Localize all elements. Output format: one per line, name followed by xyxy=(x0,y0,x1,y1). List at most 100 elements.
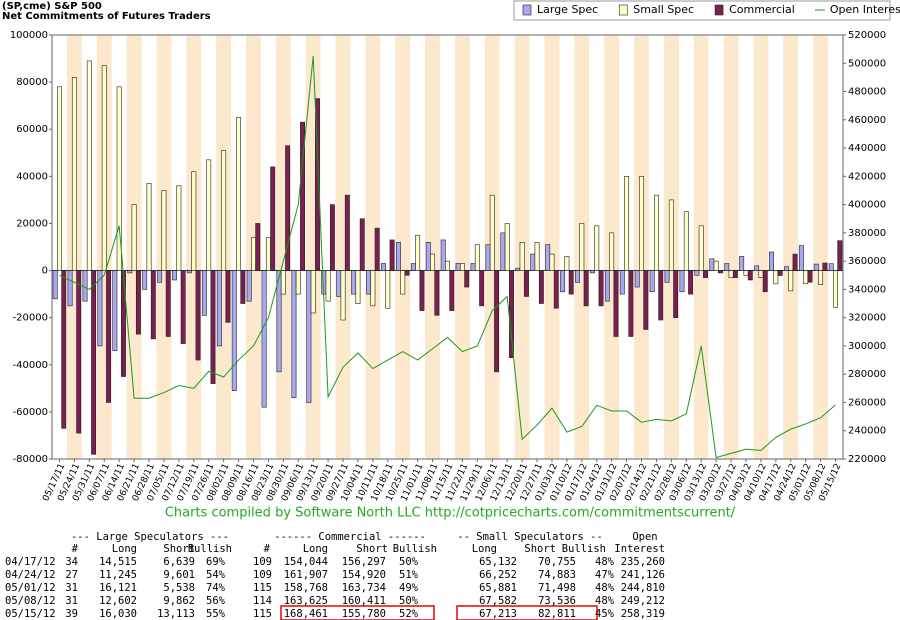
bar xyxy=(713,260,719,271)
table-cell: 115 xyxy=(253,582,272,594)
bar xyxy=(798,245,804,271)
bar xyxy=(604,270,610,302)
bar xyxy=(777,270,783,276)
bar xyxy=(769,251,774,271)
bar xyxy=(613,270,619,337)
bar xyxy=(180,270,186,344)
bar xyxy=(240,270,246,304)
bar xyxy=(504,223,510,271)
y2-tick-label: 480000 xyxy=(848,87,886,98)
bar xyxy=(91,270,97,455)
table-header: Short xyxy=(163,543,195,555)
bar xyxy=(127,270,133,274)
bar xyxy=(300,121,306,271)
bar xyxy=(150,270,156,340)
table-cell: 04/24/12 xyxy=(5,569,56,581)
table-cell: 16,121 xyxy=(99,582,137,594)
table-cell: 67,213 xyxy=(479,608,517,620)
bar xyxy=(231,270,237,391)
highlight-box xyxy=(456,605,598,620)
bar xyxy=(758,270,764,278)
table-cell: 55% xyxy=(206,608,226,620)
table-cell: 48% xyxy=(595,582,615,594)
y2-tick-label: 440000 xyxy=(848,143,886,154)
bar xyxy=(261,270,267,408)
bar xyxy=(598,270,604,307)
table-cell: 13,113 xyxy=(157,608,195,620)
bar xyxy=(709,258,715,271)
bar xyxy=(201,270,207,316)
bar xyxy=(698,225,704,271)
bar xyxy=(355,270,361,304)
bar xyxy=(579,223,585,271)
bar xyxy=(589,270,595,274)
bar xyxy=(568,270,574,295)
y2-tick-label: 260000 xyxy=(848,397,886,408)
stripe xyxy=(753,35,769,459)
table-cell: 31 xyxy=(65,582,78,594)
bar xyxy=(187,270,192,274)
bar xyxy=(206,159,212,271)
table-group: -- Small Speculators -- xyxy=(457,531,602,543)
bar xyxy=(374,227,380,271)
table-cell: 54% xyxy=(206,569,226,581)
bar xyxy=(351,270,357,295)
table-cell: 158,768 xyxy=(284,582,328,594)
legend-label: Open Interest xyxy=(830,3,900,16)
bar xyxy=(624,176,630,271)
bar xyxy=(833,270,838,308)
bar xyxy=(67,270,73,307)
bar xyxy=(743,270,749,276)
bar xyxy=(679,270,685,293)
table-cell: 109 xyxy=(253,556,272,568)
table-cell: 154,044 xyxy=(284,556,328,568)
table-header: Long xyxy=(472,543,497,555)
y2-tick-label: 420000 xyxy=(848,171,886,182)
y-tick-label: 60000 xyxy=(16,124,48,135)
table-header: Bullish xyxy=(562,543,606,555)
bar xyxy=(366,270,372,295)
bar xyxy=(106,270,111,403)
table-cell: 115 xyxy=(253,608,272,620)
y2-tick-label: 240000 xyxy=(848,426,886,437)
bar xyxy=(389,239,395,271)
stripe xyxy=(365,35,381,459)
bar xyxy=(410,263,416,271)
bar xyxy=(430,253,436,271)
table-cell: 69% xyxy=(206,556,226,568)
bar xyxy=(479,270,485,307)
bar xyxy=(336,270,342,297)
table-cell: 6,639 xyxy=(163,556,195,568)
bar xyxy=(325,270,331,302)
table-cell: 114 xyxy=(253,595,272,607)
bar xyxy=(594,225,600,271)
table-cell: 249,212 xyxy=(621,595,665,607)
legend-label: Commercial xyxy=(729,3,795,16)
bar xyxy=(101,65,107,271)
stripe xyxy=(395,35,411,459)
bar xyxy=(381,263,386,271)
bar xyxy=(754,265,760,271)
bar xyxy=(291,270,297,399)
bar xyxy=(784,266,789,271)
table-cell: 241,126 xyxy=(621,569,665,581)
table-header: Bullish xyxy=(393,543,437,555)
bar xyxy=(500,232,506,271)
table-cell: 74% xyxy=(206,582,226,594)
bar xyxy=(470,263,476,271)
bar xyxy=(664,270,670,283)
bar xyxy=(459,263,465,271)
bar xyxy=(530,253,536,271)
bar xyxy=(445,260,450,271)
bar xyxy=(415,234,421,271)
bar xyxy=(400,270,406,295)
bar xyxy=(683,211,689,271)
y-tick-label: -60000 xyxy=(13,407,48,418)
y-tick-label: 0 xyxy=(42,266,48,277)
bar xyxy=(191,171,197,271)
table-header: Long xyxy=(112,543,137,555)
y-tick-label: -80000 xyxy=(13,454,48,465)
table-cell: 12,602 xyxy=(99,595,137,607)
bar xyxy=(717,270,723,274)
